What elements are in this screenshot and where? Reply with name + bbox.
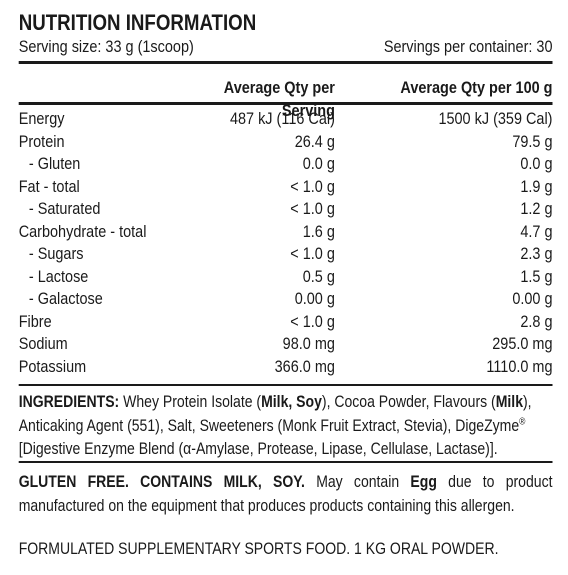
per-serving: 0.00 g (294, 289, 335, 308)
per-serving: < 1.0 g (290, 199, 335, 218)
per-serving: 98.0 mg (282, 334, 335, 353)
text-segment: due to product manufactured on the equip… (18, 473, 553, 515)
text-segment: Egg (410, 473, 437, 491)
table-row: - Galactose 0.00 g 0.00 g (19, 288, 553, 311)
per-100g: 4.7 g (520, 221, 553, 241)
text-segment: [Digestive Enzyme Blend (α-Amylase, Prot… (18, 440, 498, 458)
serving-size: Serving size: 33 g (1scoop) (18, 37, 194, 56)
column-header: Average Qty per Serving (223, 78, 335, 120)
per-serving: 366.0 mg (274, 356, 335, 376)
title: NUTRITION INFORMATION (18, 10, 257, 35)
per-100g: 1.5 g (520, 266, 553, 286)
table-row: - Sugars < 1.0 g 2.3 g (19, 243, 553, 266)
table-row: - Lactose 0.5 g 1.5 g (19, 266, 553, 289)
label: NUTRITION INFORMATION Serving size: 33 g… (18, 10, 553, 558)
footer: FORMULATED SUPPLEMENTARY SPORTS FOOD. 1 … (18, 540, 499, 558)
nutrient-label: - Lactose (28, 266, 89, 286)
per-100g: 295.0 mg (492, 334, 553, 353)
text-segment: May contain (304, 473, 411, 491)
table-row: Fat - total < 1.0 g 1.9 g (19, 176, 553, 199)
per-serving: 0.0 g (302, 154, 335, 173)
table-row: Protein 26.4 g 79.5 g (19, 131, 553, 154)
nutrient-label: Fat - total (18, 176, 80, 196)
per-100g: 1110.0 mg (486, 356, 553, 376)
table-body: Energy 487 kJ (116 Cal) 1500 kJ (359 Cal) P… (19, 108, 553, 378)
nutrient-label: - Sugars (28, 244, 84, 263)
per-100g: 0.00 g (512, 289, 553, 308)
per-serving: 487 kJ (116 Cal) (229, 109, 335, 128)
text-segment: ® (519, 416, 526, 427)
per-100g: 2.8 g (520, 311, 553, 331)
per-serving: < 1.0 g (290, 244, 335, 263)
per-100g: 1500 kJ (359 Cal) (438, 109, 553, 128)
per-100g: 1.9 g (520, 176, 553, 196)
nutrient-label: Protein (18, 131, 65, 151)
allergen-statement: GLUTEN FREE. CONTAINS MILK, SOY. May con… (19, 471, 553, 518)
text-segment: Milk, Soy (261, 393, 322, 411)
table-row: - Saturated < 1.0 g 1.2 g (19, 198, 553, 221)
text-segment: Whey Protein Isolate ( (119, 393, 262, 411)
table-row: Sodium 98.0 mg 295.0 mg (19, 333, 553, 356)
table-header: Average Qty per Serving Average Qty per … (19, 77, 553, 120)
table-row: - Gluten 0.0 g 0.0 g (19, 153, 553, 176)
servings-per-container: Servings per container: 30 (383, 37, 553, 56)
text-segment: ), Anticaking Agent (551), Salt, Sweeten… (18, 393, 532, 435)
nutrient-label: - Gluten (28, 154, 81, 173)
rule (18, 102, 553, 105)
table-row: Fibre < 1.0 g 2.8 g (19, 311, 553, 334)
text-segment: ), Cocoa Powder, Flavours ( (321, 393, 496, 411)
per-100g: 1.2 g (520, 199, 553, 218)
rule (18, 384, 553, 386)
rule (18, 461, 553, 463)
per-100g: 79.5 g (512, 131, 553, 151)
per-serving: 1.6 g (302, 221, 335, 241)
serving-info: Serving size: 33 g (1scoop) Servings per… (19, 37, 553, 57)
nutrient-label: Fibre (18, 311, 52, 331)
per-serving: 0.5 g (302, 266, 335, 286)
per-serving: 26.4 g (294, 131, 335, 151)
nutrient-label: Energy (18, 109, 65, 128)
per-serving: < 1.0 g (290, 311, 335, 331)
nutrient-label: Potassium (18, 356, 87, 376)
nutrient-label: Sodium (18, 334, 68, 353)
text-segment: INGREDIENTS: (18, 393, 120, 411)
table-row: Energy 487 kJ (116 Cal) 1500 kJ (359 Cal) (19, 108, 553, 131)
per-100g: 2.3 g (520, 244, 553, 263)
table-row: Potassium 366.0 mg 1110.0 mg (19, 356, 553, 379)
ingredients: INGREDIENTS: Whey Protein Isolate (Milk,… (19, 391, 553, 462)
rule (18, 61, 553, 64)
text-segment: GLUTEN FREE. CONTAINS MILK, SOY. (18, 473, 305, 491)
per-serving: < 1.0 g (290, 176, 335, 196)
per-100g: 0.0 g (520, 154, 553, 173)
nutrient-label: - Saturated (28, 199, 101, 218)
text-segment: Milk (495, 393, 524, 411)
nutrient-label: - Galactose (28, 289, 103, 308)
nutrient-label: Carbohydrate - total (18, 221, 147, 241)
table-row: Carbohydrate - total 1.6 g 4.7 g (19, 221, 553, 244)
column-header: Average Qty per 100 g (400, 78, 553, 97)
